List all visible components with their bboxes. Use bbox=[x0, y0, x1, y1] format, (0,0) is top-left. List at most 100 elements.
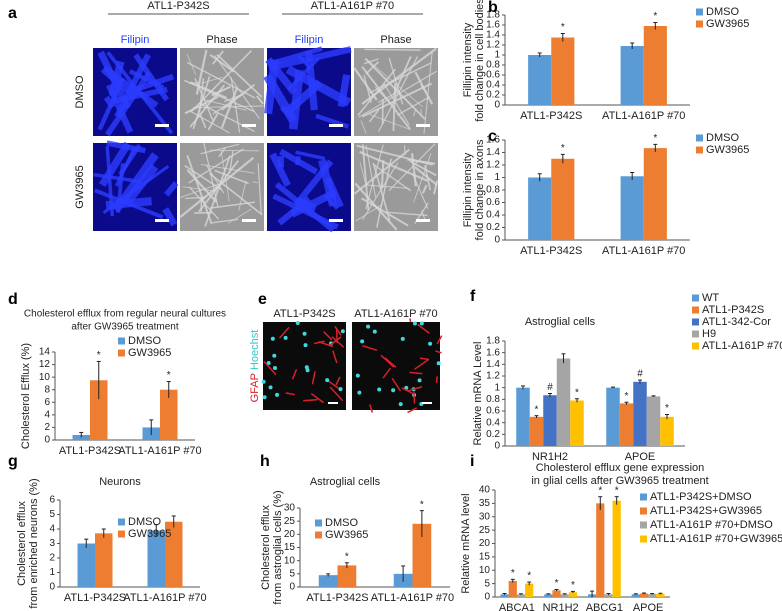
texture bbox=[328, 336, 342, 347]
texture bbox=[115, 163, 125, 213]
texture bbox=[420, 84, 427, 93]
x-tick-label: ATL1-A161P #70 bbox=[602, 245, 685, 257]
nucleus bbox=[270, 336, 275, 341]
bar bbox=[660, 416, 674, 446]
y-tick-label: 1 bbox=[494, 50, 500, 61]
texture bbox=[198, 160, 239, 213]
significance-mark: * bbox=[420, 499, 424, 510]
texture bbox=[365, 145, 377, 198]
column-header: ATL1-A161P #70 bbox=[354, 308, 437, 320]
x-tick-label: ATL1-P342S bbox=[64, 592, 126, 604]
bar bbox=[570, 400, 584, 446]
y-tick-label: 0 bbox=[494, 100, 500, 111]
chart-title: Cholesterol efflux gene expression bbox=[536, 462, 705, 474]
y-tick-label: 0 bbox=[289, 582, 295, 593]
significance-mark: * bbox=[615, 485, 619, 496]
texture bbox=[409, 318, 412, 323]
column-header: ATL1-P342S bbox=[273, 308, 335, 320]
nucleus bbox=[275, 392, 280, 397]
texture bbox=[209, 201, 255, 209]
legend-swatch bbox=[315, 531, 322, 539]
y-tick-label: 0 bbox=[484, 592, 490, 603]
y-axis-label: Cholesterol efflux bbox=[16, 501, 28, 586]
y-tick-label: 10 bbox=[284, 555, 296, 566]
nucleus bbox=[325, 378, 330, 383]
texture bbox=[279, 148, 319, 175]
y-tick-label: 8 bbox=[44, 384, 50, 395]
y-tick-label: 2 bbox=[49, 553, 55, 564]
nucleus bbox=[283, 335, 288, 340]
bar bbox=[412, 523, 432, 587]
y-tick-label: 1.2 bbox=[486, 40, 500, 51]
bar bbox=[633, 381, 647, 446]
texture bbox=[238, 180, 247, 211]
x-tick-label: ATL1-A161P #70 bbox=[602, 110, 685, 122]
texture bbox=[354, 182, 398, 231]
texture bbox=[227, 208, 252, 224]
y-tick-label: 0.2 bbox=[486, 429, 500, 440]
bar bbox=[516, 594, 526, 597]
legend-swatch bbox=[118, 337, 125, 345]
y-tick-label: 2 bbox=[44, 422, 50, 433]
significance-mark: * bbox=[665, 403, 669, 414]
texture bbox=[357, 68, 397, 116]
legend-swatch bbox=[692, 342, 699, 350]
texture bbox=[373, 164, 412, 192]
significance-mark: * bbox=[527, 571, 531, 582]
y-tick-label: 35 bbox=[479, 498, 491, 509]
texture bbox=[162, 207, 178, 227]
y-tick-label: 0 bbox=[44, 435, 50, 446]
texture bbox=[432, 180, 439, 195]
y-tick-label: 14 bbox=[39, 347, 51, 358]
y-tick-label: 0.8 bbox=[486, 394, 500, 405]
nucleus bbox=[303, 343, 308, 348]
texture bbox=[388, 57, 404, 105]
scale-bar bbox=[416, 124, 430, 127]
texture bbox=[252, 181, 258, 184]
y-tick-label: 0.2 bbox=[486, 222, 500, 233]
nucleus bbox=[272, 353, 277, 358]
bar bbox=[500, 594, 509, 597]
nucleus bbox=[417, 378, 422, 383]
texture bbox=[128, 69, 165, 90]
significance-mark: # bbox=[547, 382, 553, 393]
texture bbox=[94, 188, 164, 220]
y-tick-label: 1.4 bbox=[486, 359, 500, 370]
texture bbox=[409, 371, 423, 375]
texture bbox=[361, 144, 370, 211]
texture bbox=[378, 90, 401, 104]
texture bbox=[200, 164, 255, 174]
texture bbox=[435, 350, 442, 354]
panel-letter: f bbox=[470, 288, 476, 305]
y-tick-label: 1.4 bbox=[486, 147, 500, 158]
legend-swatch bbox=[640, 493, 647, 501]
legend-label: GW3965 bbox=[706, 144, 749, 156]
y-tick-label: 1.6 bbox=[486, 347, 500, 358]
texture bbox=[413, 108, 417, 117]
x-tick-label: ATL1-A161P #70 bbox=[118, 445, 201, 457]
chart-title: Cholesterol efflux from regular neural c… bbox=[24, 309, 226, 320]
nucleus bbox=[304, 365, 309, 370]
y-tick-label: 25 bbox=[479, 525, 491, 536]
texture bbox=[353, 67, 378, 101]
scale-bar bbox=[242, 124, 256, 127]
y-tick-label: 3 bbox=[49, 538, 55, 549]
texture bbox=[318, 341, 334, 348]
x-tick-label: APOE bbox=[633, 602, 664, 611]
nucleus bbox=[261, 379, 266, 384]
texture bbox=[228, 150, 234, 174]
texture bbox=[382, 367, 391, 379]
bar bbox=[508, 580, 517, 597]
texture bbox=[324, 176, 344, 209]
texture bbox=[216, 54, 263, 98]
texture bbox=[190, 81, 228, 99]
texture bbox=[386, 211, 428, 217]
bar bbox=[528, 177, 552, 240]
texture bbox=[214, 55, 260, 119]
y-tick-label: 4 bbox=[44, 409, 50, 420]
chart-title: in glial cells after GW3965 treatment bbox=[531, 475, 708, 487]
bar bbox=[646, 396, 661, 446]
y-tick-label: 30 bbox=[284, 503, 296, 514]
texture bbox=[424, 165, 432, 191]
texture bbox=[214, 169, 249, 185]
